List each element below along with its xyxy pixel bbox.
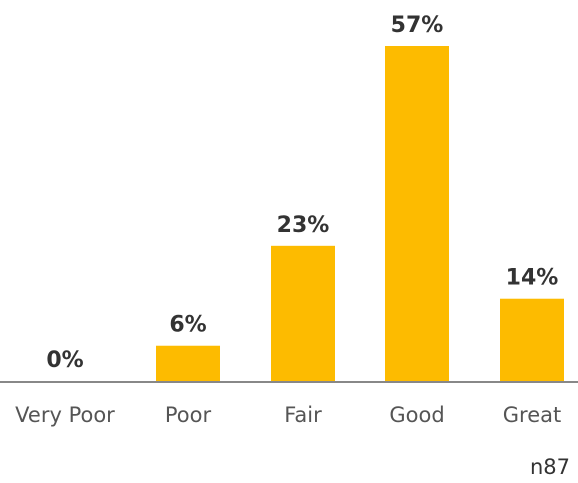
- bars-group: [156, 46, 564, 381]
- category-labels-group: Very Poor Poor Fair Good Great: [15, 403, 561, 427]
- data-label: 0%: [46, 348, 83, 373]
- category-label: Fair: [284, 403, 322, 427]
- category-label: Very Poor: [15, 403, 115, 427]
- bar-good: [385, 46, 449, 381]
- data-label: 57%: [391, 13, 444, 38]
- data-label: 14%: [506, 266, 559, 291]
- bar-great: [500, 298, 564, 381]
- category-label: Great: [503, 403, 561, 427]
- data-label: 23%: [277, 213, 330, 238]
- bar-poor: [156, 345, 220, 381]
- sample-size-note: n87: [530, 455, 570, 478]
- data-label: 6%: [169, 313, 206, 338]
- bar-fair: [271, 245, 335, 381]
- category-label: Poor: [165, 403, 212, 427]
- category-label: Good: [389, 403, 444, 427]
- data-labels-group: 0% 6% 23% 57% 14%: [46, 13, 558, 373]
